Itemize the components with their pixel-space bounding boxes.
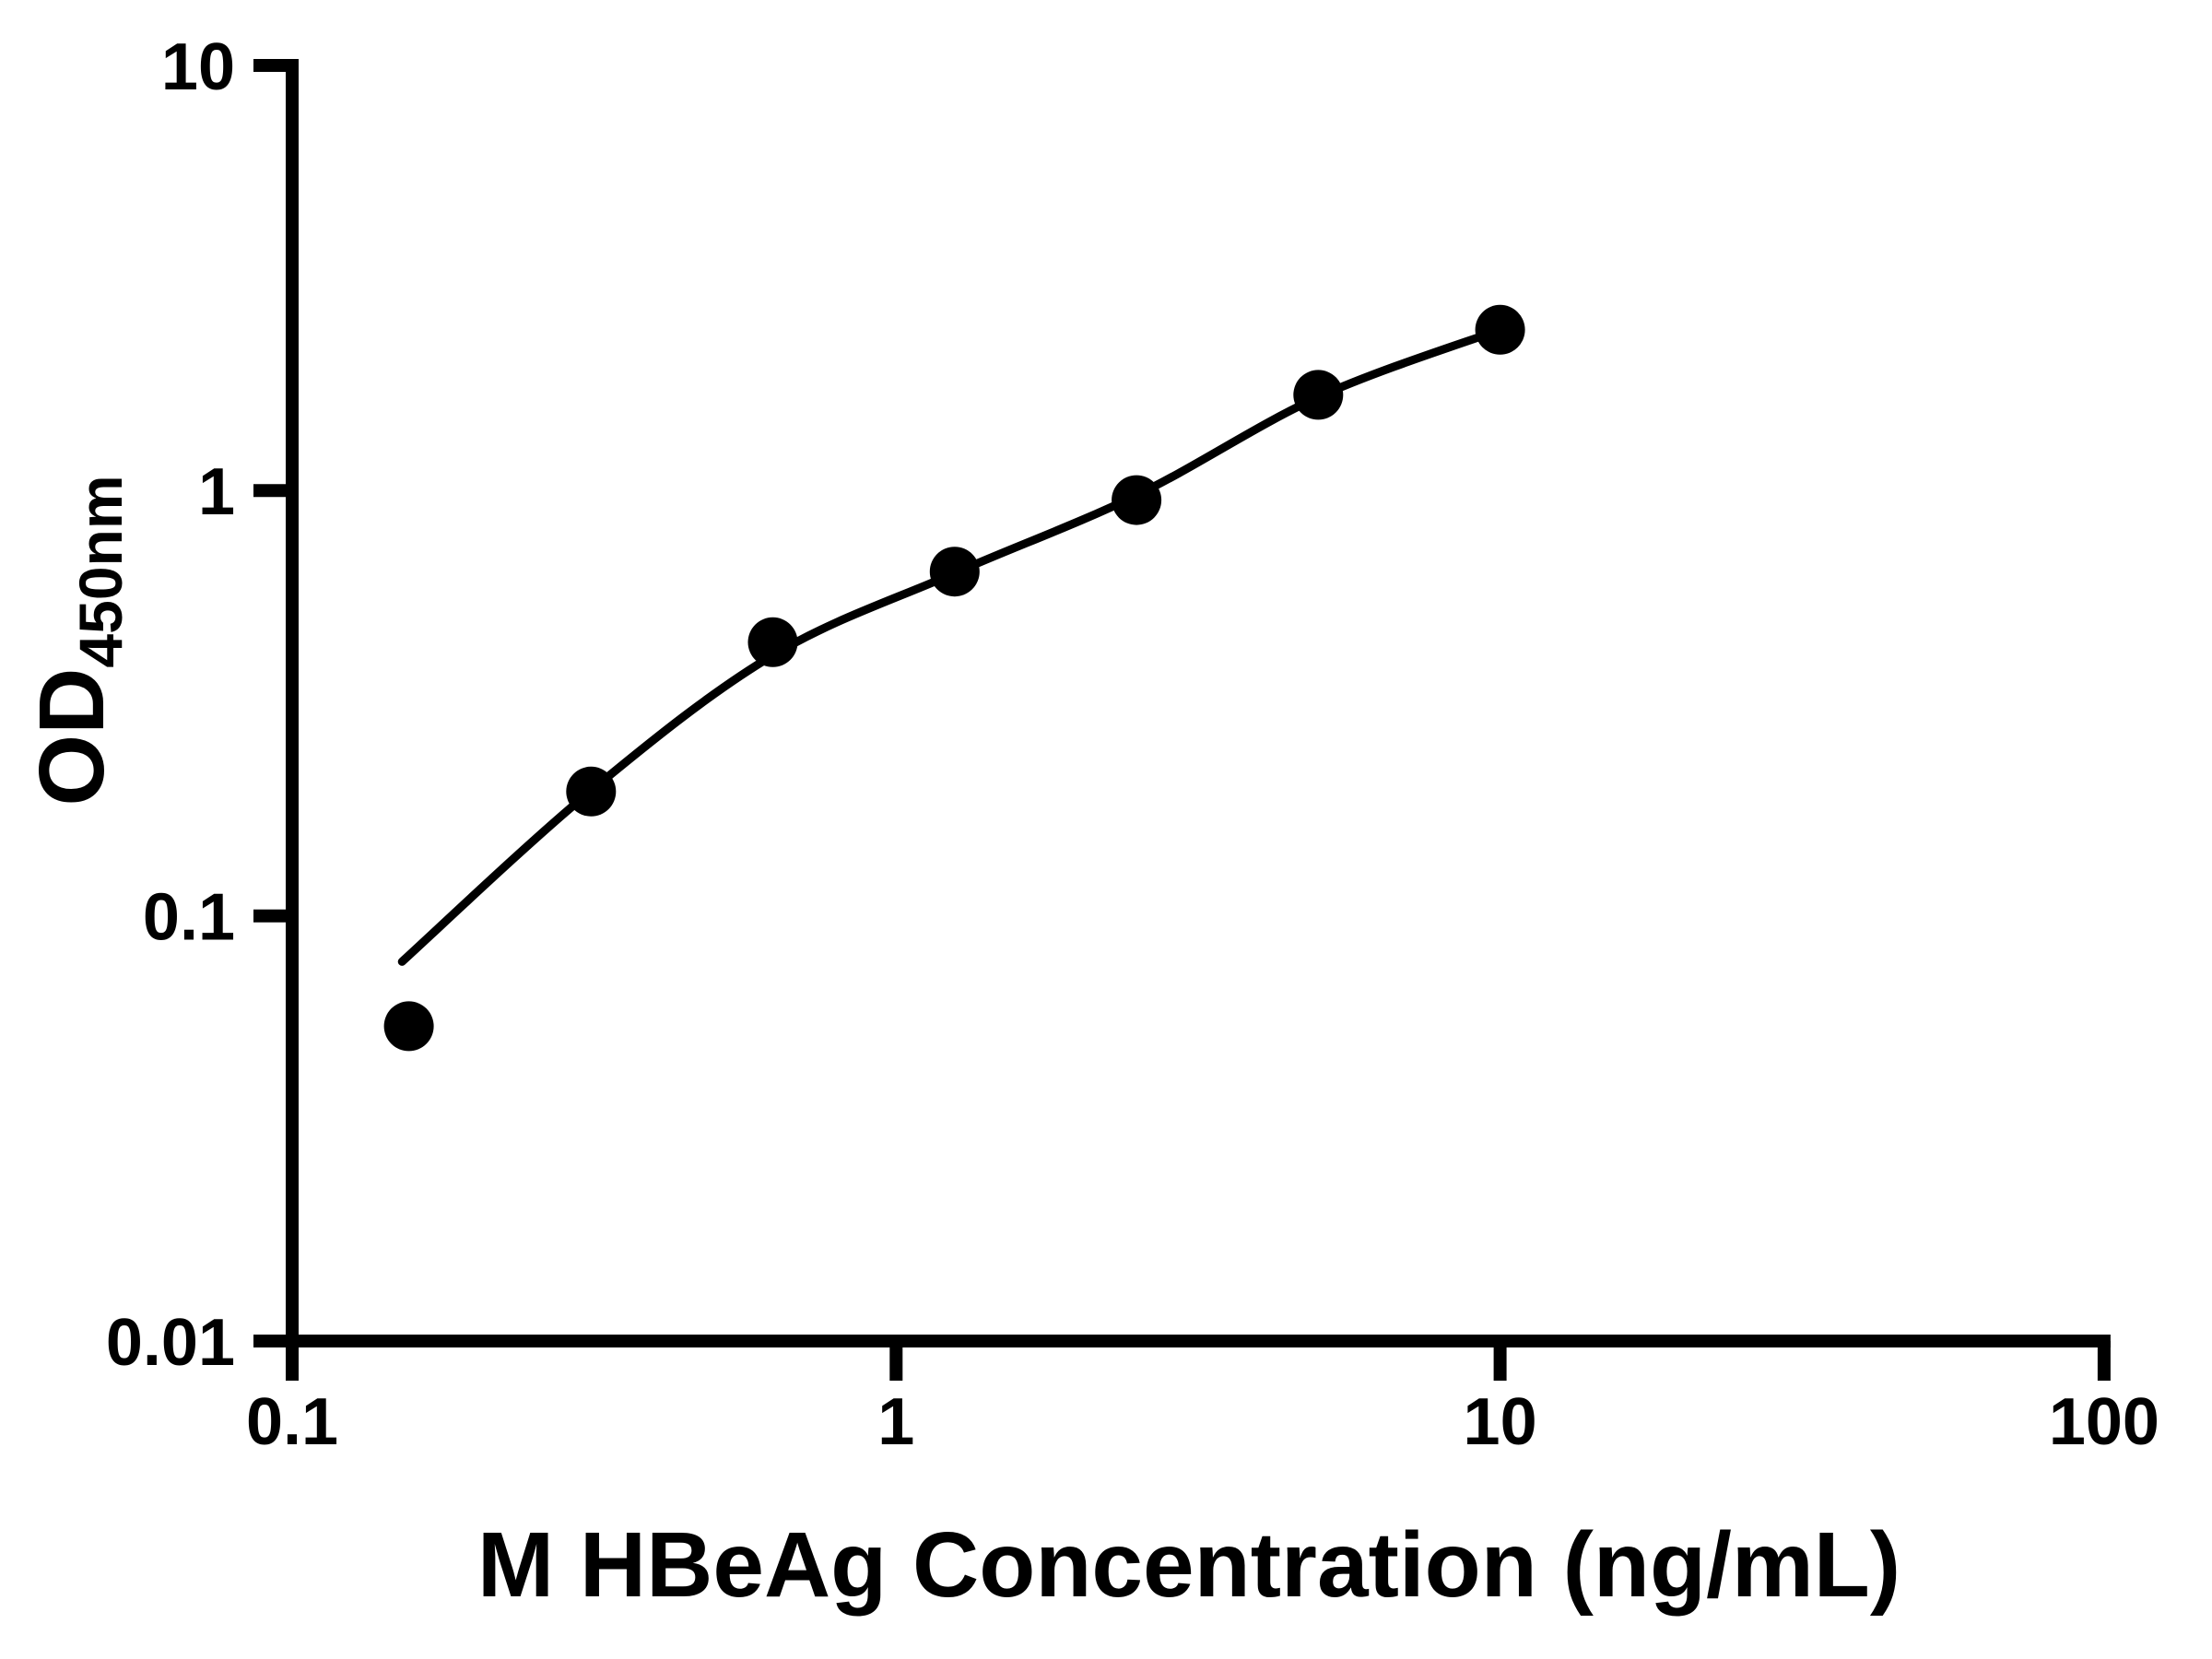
y-tick-label: 1 [198, 455, 235, 529]
x-tick-label: 100 [2049, 1385, 2159, 1459]
x-tick-label: 1 [877, 1385, 914, 1459]
y-tick-label: 10 [161, 30, 235, 104]
y-axis-title-subscript: 450nm [66, 475, 135, 667]
data-point-marker [1293, 370, 1344, 420]
data-point-marker [929, 547, 980, 597]
y-tick-label: 0.01 [106, 1306, 235, 1380]
fit-curve-line [397, 325, 1505, 966]
data-point-marker [566, 766, 617, 817]
data-point-marker [383, 1001, 434, 1052]
x-tick-label: 10 [1464, 1385, 1537, 1459]
x-axis-title: M HBeAg Concentration (ng/mL) [477, 1513, 1900, 1617]
y-axis-title: OD450nm [20, 475, 135, 806]
data-point-marker [1475, 304, 1525, 355]
y-axis-title-main: OD [20, 668, 124, 806]
data-point-marker [747, 617, 798, 667]
x-tick-label: 0.1 [246, 1385, 338, 1459]
y-tick-label: 0.1 [143, 881, 235, 955]
data-point-marker [1112, 475, 1162, 525]
